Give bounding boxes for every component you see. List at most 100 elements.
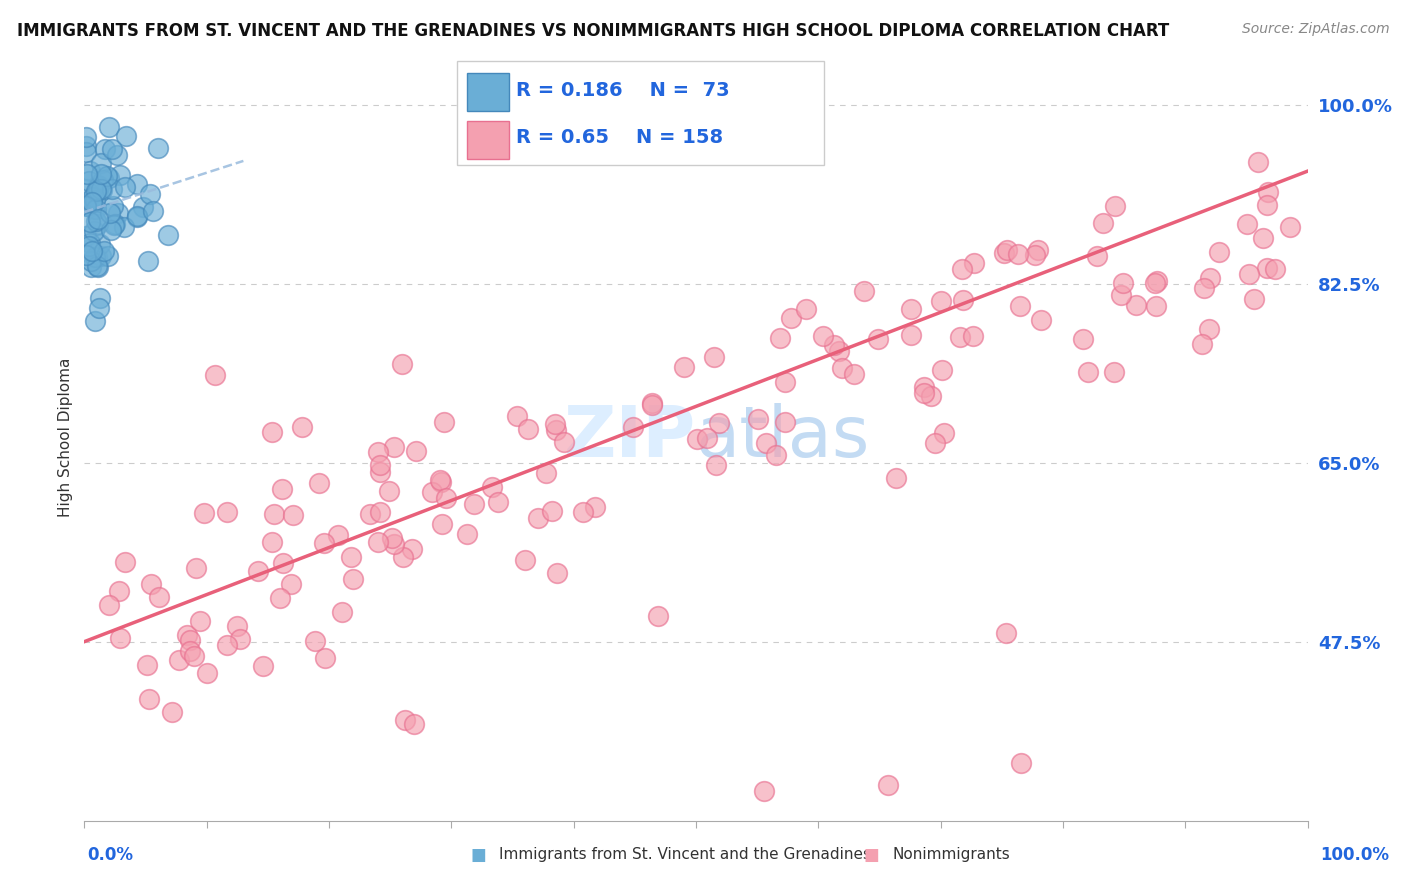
Text: Nonimmigrants: Nonimmigrants — [893, 847, 1011, 862]
Point — [97, 120, 120, 135]
Point — [754, 784, 776, 798]
Point — [263, 507, 285, 521]
Point — [83, 193, 105, 207]
Point — [84, 314, 107, 328]
Point — [359, 508, 381, 522]
Point — [1257, 185, 1279, 199]
Point — [160, 705, 183, 719]
Point — [90, 249, 112, 263]
Point — [103, 219, 125, 233]
Point — [271, 482, 294, 496]
Point — [281, 508, 304, 523]
Point — [1029, 313, 1052, 327]
Point — [138, 692, 160, 706]
Point — [127, 210, 149, 224]
Point — [269, 591, 291, 605]
Point — [1109, 288, 1132, 302]
Point — [193, 507, 215, 521]
Point — [79, 163, 101, 178]
Point — [405, 443, 427, 458]
Point — [304, 634, 326, 648]
Point — [696, 431, 718, 445]
Point — [86, 178, 108, 193]
Text: 0.0%: 0.0% — [87, 846, 134, 863]
Point — [1077, 366, 1099, 380]
Point — [367, 445, 389, 459]
Point — [86, 214, 108, 228]
Point — [900, 301, 922, 316]
Point — [98, 170, 121, 185]
Text: ZIP: ZIP — [564, 402, 696, 472]
Point — [932, 426, 955, 441]
Point — [114, 180, 136, 194]
Point — [1028, 243, 1050, 257]
Point — [884, 471, 907, 485]
Point — [125, 209, 148, 223]
Point — [1191, 337, 1213, 351]
Point — [90, 183, 112, 197]
Point — [686, 432, 709, 446]
Point — [367, 534, 389, 549]
Point — [1125, 298, 1147, 312]
Point — [1256, 198, 1278, 212]
Point — [920, 389, 942, 403]
Point — [139, 577, 162, 591]
Point — [80, 260, 103, 274]
Point — [112, 219, 135, 234]
Point — [97, 249, 120, 263]
Point — [703, 351, 725, 365]
Point — [1146, 274, 1168, 288]
Text: Source: ZipAtlas.com: Source: ZipAtlas.com — [1241, 22, 1389, 37]
FancyBboxPatch shape — [457, 62, 824, 165]
Point — [430, 517, 453, 532]
Point — [769, 331, 792, 345]
Point — [136, 657, 159, 672]
Point — [931, 362, 953, 376]
Point — [97, 598, 120, 612]
Point — [330, 605, 353, 619]
Point — [773, 375, 796, 389]
Point — [87, 260, 110, 274]
Point — [1104, 199, 1126, 213]
Point — [779, 310, 801, 325]
Point — [1253, 230, 1275, 244]
Point — [1071, 332, 1094, 346]
Point — [280, 577, 302, 591]
Point — [79, 174, 101, 188]
Point — [391, 357, 413, 371]
Point — [176, 628, 198, 642]
Point — [1085, 249, 1108, 263]
Point — [184, 561, 207, 575]
Point — [1008, 299, 1031, 313]
Point — [83, 224, 105, 238]
Point — [430, 475, 453, 490]
Point — [225, 619, 247, 633]
Point — [79, 215, 101, 229]
Point — [900, 328, 922, 343]
Point — [217, 505, 239, 519]
Point — [108, 584, 131, 599]
Point — [339, 550, 361, 565]
Point — [456, 526, 478, 541]
Point — [852, 285, 875, 299]
Point — [929, 294, 952, 309]
Point — [115, 129, 138, 144]
Point — [378, 483, 401, 498]
Point — [291, 420, 314, 434]
Point — [544, 423, 567, 437]
Point — [90, 167, 112, 181]
Point — [93, 142, 115, 156]
Point — [84, 202, 107, 217]
Point — [641, 398, 664, 412]
Point — [84, 184, 107, 198]
Point — [75, 228, 97, 243]
Point — [1007, 247, 1029, 261]
Point — [949, 329, 972, 343]
Text: 100.0%: 100.0% — [1320, 846, 1389, 863]
Point — [314, 536, 336, 550]
Point — [765, 448, 787, 462]
Point — [83, 250, 105, 264]
Point — [402, 717, 425, 731]
Point — [89, 237, 111, 252]
Point — [314, 651, 336, 665]
